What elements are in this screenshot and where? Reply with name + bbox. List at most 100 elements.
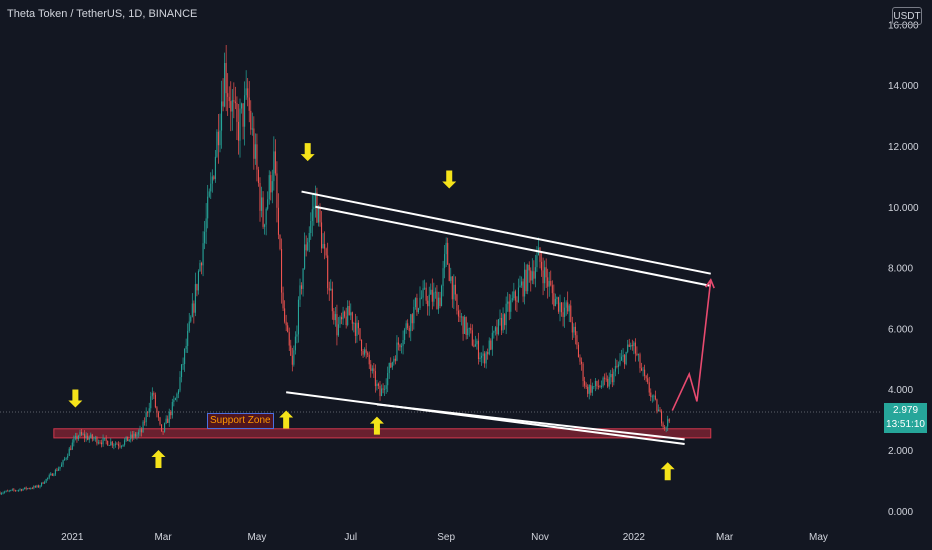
candle-body	[556, 297, 558, 299]
candle-body	[605, 378, 607, 380]
candle-body	[216, 131, 218, 157]
candle-body	[477, 340, 479, 359]
candle-body	[631, 345, 633, 347]
candle-body	[350, 312, 352, 316]
y-tick-label: 16.000	[888, 20, 919, 31]
candle-body	[345, 316, 347, 325]
candle-body	[311, 209, 313, 221]
candle-body	[164, 423, 166, 432]
candle-body	[321, 222, 323, 249]
candle-body	[408, 328, 410, 332]
candle-body	[551, 285, 553, 294]
candle-body	[613, 371, 615, 383]
candle-body	[5, 490, 7, 492]
candle-body	[76, 435, 78, 440]
candle-body	[248, 97, 250, 111]
candle-body	[642, 369, 644, 371]
candle-body	[150, 396, 152, 409]
candle-body	[621, 356, 623, 361]
candle-body	[576, 335, 578, 345]
candle-body	[217, 131, 219, 146]
candle-body	[547, 277, 549, 287]
candle-body	[427, 300, 429, 307]
candle-body	[397, 342, 399, 345]
candle-body	[665, 426, 667, 428]
candle-body	[162, 431, 164, 433]
candle-body	[482, 353, 484, 356]
candle-body	[237, 121, 239, 141]
candle-body	[439, 297, 441, 307]
candle-body	[454, 284, 456, 295]
candle-body	[145, 412, 147, 423]
candle-body	[359, 328, 361, 340]
candle-body	[285, 321, 287, 326]
candle-body	[157, 412, 159, 418]
candle-body	[525, 269, 527, 292]
candle-body	[24, 487, 26, 489]
candle-body	[456, 294, 458, 311]
candle-body	[436, 291, 438, 310]
candle-body	[371, 368, 373, 371]
currency-button[interactable]: USDT	[892, 7, 922, 25]
candle-body	[504, 314, 506, 326]
candle-body	[564, 307, 566, 317]
candle-body	[114, 443, 116, 445]
candle-body	[391, 362, 393, 368]
candle-body	[419, 297, 421, 309]
candle-body	[99, 442, 101, 444]
candle-body	[641, 368, 643, 371]
candle-body	[74, 435, 76, 439]
candle-body	[513, 291, 515, 299]
candle-body	[376, 383, 378, 387]
candle-body	[185, 346, 187, 350]
candle-body	[261, 197, 263, 211]
candle-body	[428, 294, 430, 307]
candle-body	[117, 444, 119, 446]
candle-body	[187, 330, 189, 347]
candle-body	[601, 385, 603, 387]
candle-body	[0, 492, 1, 495]
candle-body	[90, 434, 92, 438]
candle-body	[357, 322, 359, 329]
candle-body	[573, 326, 575, 333]
support-zone-band	[53, 428, 712, 439]
candle-body	[65, 457, 67, 459]
candle-body	[202, 243, 204, 266]
candle-body	[137, 432, 139, 435]
candle-body	[374, 371, 376, 387]
candle-body	[530, 270, 532, 281]
bar-countdown: 13:51:10	[886, 419, 925, 430]
candle-body	[313, 206, 315, 210]
candle-body	[634, 342, 636, 354]
candle-body	[399, 344, 401, 348]
candle-body	[545, 267, 547, 278]
candle-body	[151, 393, 153, 397]
candle-body	[88, 437, 90, 440]
candle-body	[234, 101, 236, 104]
candle-body	[267, 199, 269, 209]
candle-body	[334, 314, 336, 321]
candle-body	[148, 408, 150, 413]
candle-body	[179, 377, 181, 391]
candle-body	[101, 442, 103, 445]
candle-body	[97, 442, 99, 444]
candle-body	[394, 358, 396, 361]
candle-body	[379, 385, 381, 397]
candle-body	[424, 287, 426, 289]
candle-body	[14, 490, 16, 492]
candle-body	[21, 489, 23, 491]
candle-body	[70, 448, 72, 450]
candle-body	[277, 207, 279, 235]
candle-body	[305, 244, 307, 251]
candle-body	[156, 407, 158, 413]
candle-body	[230, 101, 232, 112]
projection-line	[671, 279, 712, 411]
candle-body	[410, 314, 412, 332]
candle-body	[253, 128, 255, 159]
candle-body	[441, 285, 443, 307]
candle-body	[194, 284, 196, 313]
candle-body	[36, 485, 38, 487]
y-tick-label: 14.000	[888, 81, 919, 92]
candle-body	[351, 312, 353, 324]
